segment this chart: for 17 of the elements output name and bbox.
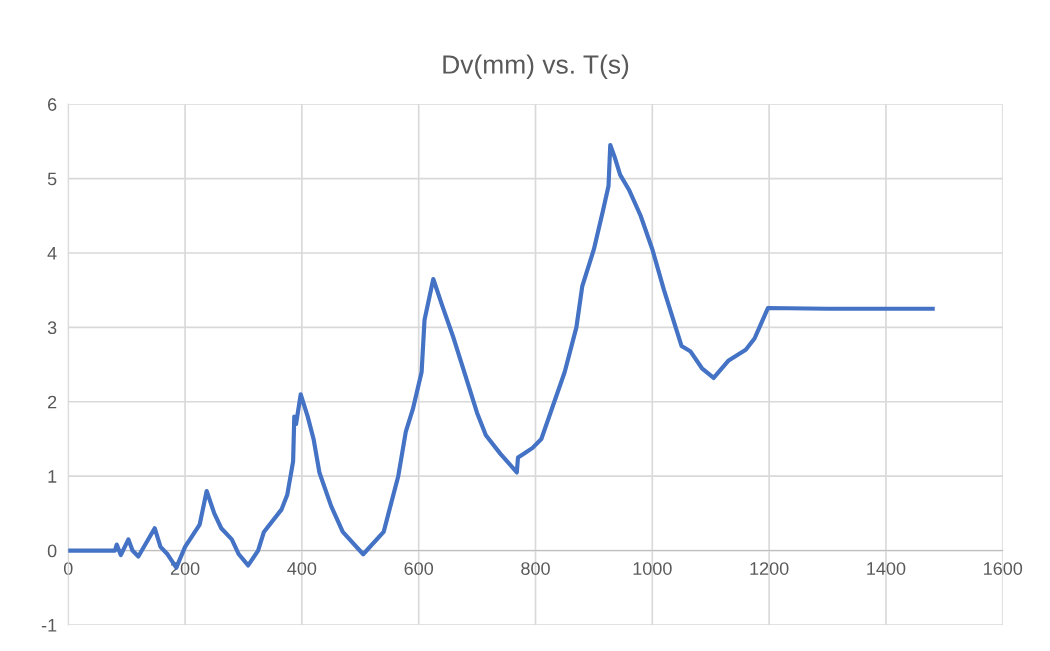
y-tick-label: 2 <box>48 395 57 409</box>
y-tick-label: 0 <box>47 544 57 558</box>
x-tick-label: 800 <box>521 562 550 575</box>
x-tick-label: 400 <box>287 562 317 575</box>
y-tick-label: 1 <box>48 470 57 483</box>
x-tick-label: 0 <box>63 562 73 575</box>
chart-title: Dv(mm) vs. T(s) <box>443 54 629 80</box>
y-tick-label: -1 <box>41 619 57 632</box>
y-tick-label: 6 <box>48 98 57 111</box>
y-tick-label: 4 <box>47 247 57 260</box>
x-tick-label: 1200 <box>750 562 789 575</box>
x-tick-label: 1400 <box>867 562 906 575</box>
y-tick-label: 3 <box>47 321 57 335</box>
x-tick-label: 600 <box>404 562 434 575</box>
x-tick-label: 1000 <box>633 562 672 575</box>
x-tick-label: 1600 <box>984 562 1023 575</box>
y-tick-label: 5 <box>47 172 57 186</box>
